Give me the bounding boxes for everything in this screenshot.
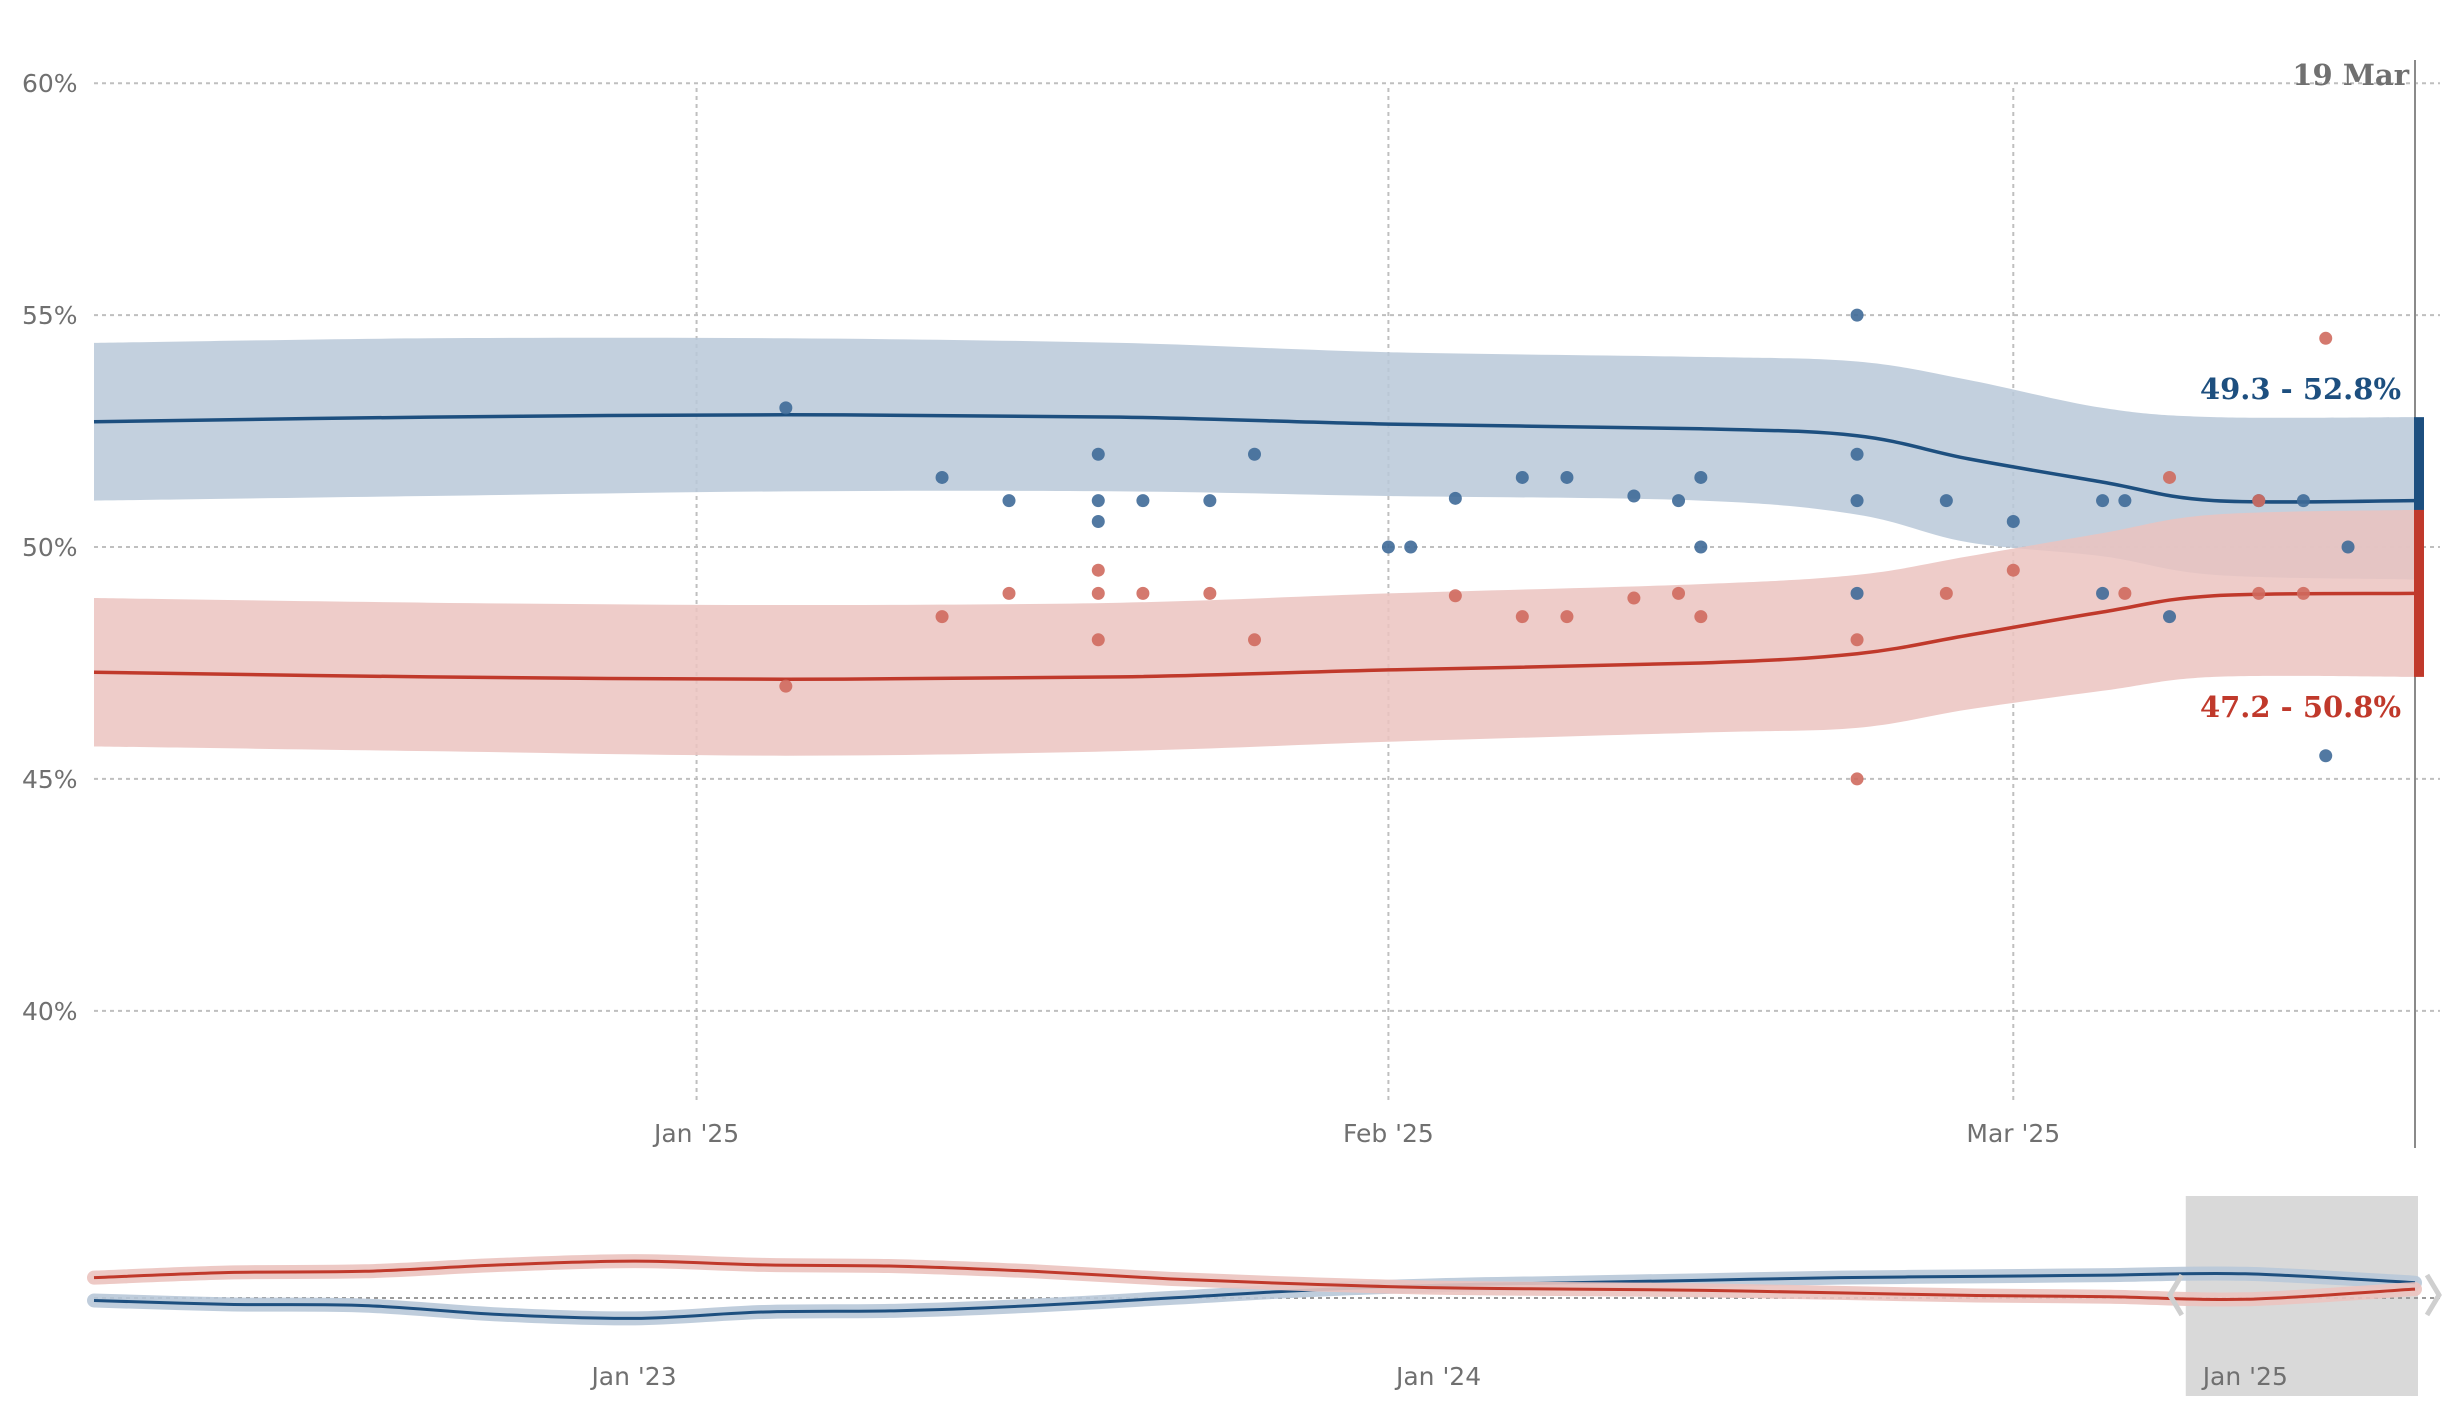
red-poll-point [1136, 586, 1150, 600]
blue-poll-point [1248, 447, 1261, 461]
blue-poll-point [1850, 447, 1864, 461]
blue-poll-point [1404, 540, 1418, 554]
blue-range-bar [2414, 417, 2424, 580]
red-poll-point [1672, 586, 1686, 600]
blue-poll-point [1560, 470, 1574, 484]
blue-poll-point [2341, 540, 2355, 554]
blue-poll-point [1850, 494, 1864, 508]
blue-poll-point [2319, 749, 2333, 763]
blue-poll-point [2006, 515, 2020, 529]
red-poll-point [1939, 586, 1953, 600]
red-poll-point [1694, 610, 1708, 624]
overview-chart[interactable]: Jan '23 Jan '24 Jan '25 [0, 1160, 2458, 1414]
blue-poll-point [1939, 494, 1953, 508]
blue-poll-point [1694, 470, 1708, 484]
red-poll-point [1627, 591, 1641, 605]
red-poll-point [1850, 772, 1864, 786]
red-uncertainty-band [94, 509, 2415, 756]
red-poll-point [1002, 586, 1016, 600]
red-poll-point [2252, 494, 2266, 508]
red-poll-point [2006, 563, 2020, 577]
blue-range-label: 49.3 - 52.8% [2200, 372, 2401, 406]
blue-poll-point [2118, 494, 2132, 508]
current-date-label: 19 Mar [2292, 58, 2409, 92]
red-range-label: 47.2 - 50.8% [2200, 690, 2401, 724]
blue-poll-point [1091, 447, 1105, 461]
blue-poll-point [2163, 610, 2177, 624]
blue-poll-point [1091, 515, 1105, 529]
brush-right-handle-icon[interactable] [2424, 1273, 2442, 1317]
blue-poll-point [1203, 494, 1217, 508]
blue-poll-point [1515, 470, 1529, 484]
blue-poll-point [1672, 494, 1686, 508]
red-poll-point [935, 610, 949, 624]
red-poll-point [2319, 331, 2333, 345]
main-chart: 60% 55% 50% 45% 40% Jan '25 Feb '25 Mar '25 19 M… [22, 58, 2440, 1148]
blue-poll-point [1627, 489, 1641, 503]
y-tick-label: 60% [22, 69, 78, 98]
x-tick-label: Feb '25 [1343, 1119, 1434, 1148]
y-tick-label: 50% [22, 533, 78, 562]
blue-poll-point [1091, 494, 1105, 508]
blue-poll-point [1694, 540, 1708, 554]
blue-poll-point [1448, 491, 1462, 505]
blue-poll-point [1136, 494, 1150, 508]
overview-x-tick-label: Jan '24 [1394, 1362, 1481, 1391]
overview-x-tick-label: Jan '25 [2201, 1362, 2288, 1391]
red-poll-point [1091, 633, 1105, 647]
red-poll-point [2296, 586, 2310, 600]
y-tick-label: 40% [22, 997, 78, 1026]
blue-poll-point [1002, 494, 1016, 508]
red-poll-point [1448, 589, 1462, 603]
x-tick-label: Jan '25 [652, 1119, 739, 1148]
blue-poll-point [1381, 540, 1395, 554]
blue-overview-line [93, 1271, 2416, 1320]
red-poll-point [1091, 563, 1105, 577]
brush-left-handle-icon[interactable] [2166, 1273, 2184, 1317]
blue-poll-point [2296, 494, 2310, 508]
red-poll-point [779, 679, 793, 693]
red-overview-line [93, 1259, 2416, 1302]
red-poll-point [1091, 586, 1105, 600]
overview-x-tick-label: Jan '23 [589, 1362, 676, 1391]
red-poll-point [1248, 633, 1261, 647]
red-poll-point [2163, 470, 2177, 484]
blue-trend-line [93, 413, 2416, 504]
y-tick-label: 45% [22, 765, 78, 794]
blue-poll-point [1850, 308, 1864, 322]
blue-poll-point [1850, 586, 1864, 600]
red-poll-point [2118, 586, 2132, 600]
red-poll-point [1203, 586, 1217, 600]
x-tick-label: Mar '25 [1966, 1119, 2060, 1148]
red-poll-point [1850, 633, 1864, 647]
red-poll-point [1515, 610, 1529, 624]
blue-poll-point [2096, 494, 2110, 508]
red-poll-point [1560, 610, 1574, 624]
red-range-bar [2414, 509, 2424, 677]
blue-poll-point [779, 401, 793, 415]
blue-poll-point [935, 470, 949, 484]
blue-poll-point [2096, 586, 2110, 600]
y-tick-label: 55% [22, 301, 78, 330]
red-poll-point [2252, 586, 2266, 600]
red-trend-line [93, 591, 2416, 681]
